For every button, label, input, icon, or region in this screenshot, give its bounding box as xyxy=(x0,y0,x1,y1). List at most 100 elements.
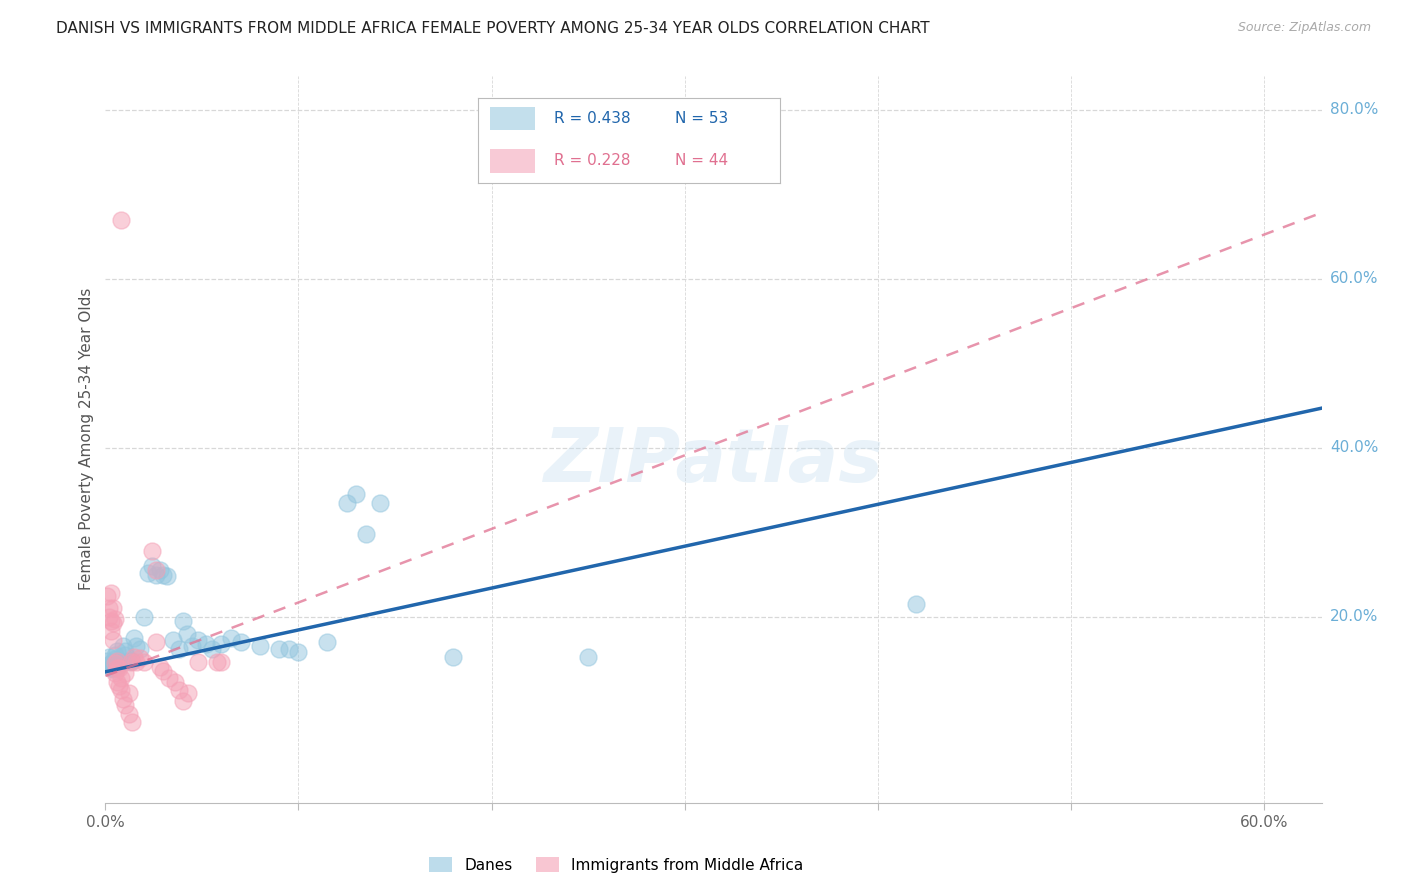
Point xyxy=(132,610,155,624)
Y-axis label: Female Poverty Among 25-34 Year Olds: Female Poverty Among 25-34 Year Olds xyxy=(79,288,94,591)
Point xyxy=(136,566,159,580)
Point xyxy=(100,657,122,671)
Point xyxy=(104,657,127,671)
Text: 60.0%: 60.0% xyxy=(1330,271,1378,286)
Point xyxy=(110,671,132,685)
Point xyxy=(100,660,122,674)
Point xyxy=(163,674,186,689)
Point xyxy=(368,496,391,510)
Point xyxy=(124,649,146,664)
Text: DANISH VS IMMIGRANTS FROM MIDDLE AFRICA FEMALE POVERTY AMONG 25-34 YEAR OLDS COR: DANISH VS IMMIGRANTS FROM MIDDLE AFRICA … xyxy=(56,21,929,36)
Point xyxy=(98,650,121,665)
Bar xyxy=(491,149,536,173)
Point xyxy=(141,559,163,574)
Point xyxy=(129,642,152,657)
Point xyxy=(287,645,309,659)
Point xyxy=(336,496,359,510)
Point xyxy=(269,642,291,657)
Point xyxy=(120,654,142,668)
Point xyxy=(108,657,131,671)
Point xyxy=(152,567,174,582)
Point xyxy=(98,601,121,615)
Point xyxy=(207,656,229,670)
Text: R = 0.438: R = 0.438 xyxy=(554,111,630,126)
Text: 20.0%: 20.0% xyxy=(1330,609,1378,624)
Point xyxy=(98,610,121,624)
Text: 40.0%: 40.0% xyxy=(1330,441,1378,455)
Point xyxy=(167,642,190,657)
Point xyxy=(132,656,155,670)
Point xyxy=(905,597,928,611)
Point xyxy=(156,569,179,583)
Point xyxy=(354,527,377,541)
Point xyxy=(111,691,134,706)
Point xyxy=(114,666,136,681)
Point xyxy=(96,589,118,603)
Point xyxy=(117,686,139,700)
Point xyxy=(145,567,167,582)
Point xyxy=(105,674,128,689)
Point xyxy=(105,660,128,674)
Point xyxy=(177,686,200,700)
Point xyxy=(187,656,209,670)
Point xyxy=(111,640,134,654)
Point xyxy=(145,563,167,577)
Text: N = 53: N = 53 xyxy=(675,111,728,126)
Point xyxy=(108,658,131,673)
Point xyxy=(125,656,148,670)
Point xyxy=(117,654,139,668)
Point xyxy=(172,614,194,628)
Point xyxy=(152,664,174,678)
Point xyxy=(104,652,127,666)
Point xyxy=(100,586,122,600)
Point xyxy=(101,658,124,673)
Point xyxy=(101,632,124,647)
Point xyxy=(105,654,128,668)
Text: Source: ZipAtlas.com: Source: ZipAtlas.com xyxy=(1237,21,1371,34)
Point xyxy=(121,714,143,729)
Point xyxy=(576,650,599,665)
Point xyxy=(249,640,271,654)
Point xyxy=(148,563,170,577)
Point xyxy=(176,626,198,640)
Point xyxy=(108,679,131,693)
Point xyxy=(121,654,143,668)
Point xyxy=(104,611,127,625)
Point xyxy=(219,631,242,645)
Point xyxy=(172,694,194,708)
Point xyxy=(101,601,124,615)
Point xyxy=(100,614,122,628)
Point xyxy=(344,487,367,501)
Point xyxy=(110,683,132,698)
Text: R = 0.228: R = 0.228 xyxy=(554,153,630,169)
Point xyxy=(108,660,131,674)
Point xyxy=(167,683,190,698)
Point xyxy=(209,656,232,670)
Point xyxy=(129,651,152,665)
Point xyxy=(110,212,132,227)
Text: N = 44: N = 44 xyxy=(675,153,728,169)
Point xyxy=(117,706,139,721)
Point xyxy=(96,654,118,668)
Point xyxy=(104,666,127,681)
Point xyxy=(141,544,163,558)
Point xyxy=(181,640,204,654)
Point xyxy=(105,643,128,657)
Point xyxy=(104,648,127,662)
Point xyxy=(162,633,184,648)
Point xyxy=(277,642,299,657)
Point xyxy=(187,633,209,648)
Point xyxy=(145,635,167,649)
Point xyxy=(110,655,132,669)
Point xyxy=(101,662,124,676)
Point xyxy=(125,640,148,654)
Point xyxy=(157,671,180,685)
Point xyxy=(201,642,224,657)
Point xyxy=(98,658,121,673)
Point xyxy=(124,631,146,645)
Point xyxy=(100,624,122,639)
Point xyxy=(316,635,339,649)
Text: 80.0%: 80.0% xyxy=(1330,102,1378,117)
Legend: Danes, Immigrants from Middle Africa: Danes, Immigrants from Middle Africa xyxy=(423,851,810,879)
Text: ZIPatlas: ZIPatlas xyxy=(544,425,883,498)
